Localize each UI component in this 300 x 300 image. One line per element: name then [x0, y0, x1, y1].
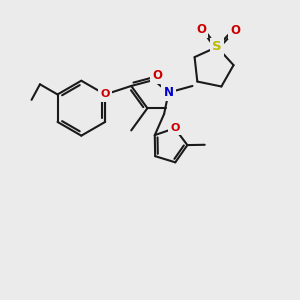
Text: O: O: [196, 22, 206, 36]
Text: O: O: [230, 24, 240, 37]
Text: O: O: [170, 123, 179, 133]
Text: S: S: [212, 40, 222, 53]
Text: O: O: [152, 69, 162, 82]
Text: N: N: [164, 86, 174, 99]
Text: O: O: [100, 89, 110, 100]
